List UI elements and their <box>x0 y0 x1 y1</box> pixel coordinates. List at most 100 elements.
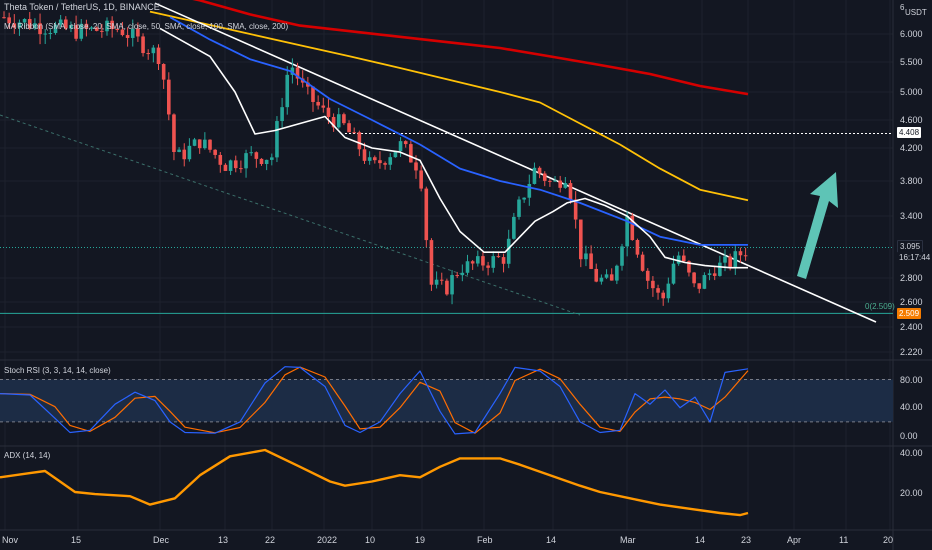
candle-body <box>233 160 238 169</box>
candle-body <box>290 67 295 75</box>
candle-body <box>321 105 326 108</box>
price-tick-label: 5.500 <box>900 57 923 67</box>
candle-body <box>682 255 686 262</box>
candle-body <box>259 158 264 165</box>
time-tick-label: 2022 <box>317 535 338 545</box>
candle-body <box>48 32 53 34</box>
stoch-band <box>0 379 893 422</box>
candle-body <box>352 132 356 134</box>
price-tick-label: 2.600 <box>900 297 923 307</box>
currency-label: USDT <box>905 8 927 17</box>
time-tick-label: 10 <box>365 535 376 545</box>
price-tick-label: 2.400 <box>900 322 923 332</box>
candle-body <box>383 163 387 165</box>
candle-body <box>496 256 501 258</box>
candle-body <box>177 149 181 153</box>
candle-body <box>476 256 480 264</box>
candle-body <box>33 23 37 29</box>
candle-body <box>712 273 717 276</box>
candle-body <box>439 279 444 281</box>
price-tick-label: 4.200 <box>900 143 923 153</box>
candle-body <box>666 283 671 299</box>
candle-body <box>156 47 161 65</box>
candle-body <box>579 219 583 260</box>
candle-body <box>187 145 192 160</box>
candle-body <box>27 18 32 29</box>
candle-body <box>336 114 341 128</box>
time-tick-label: 23 <box>741 535 752 545</box>
candle-body <box>311 86 315 102</box>
candle-body <box>151 47 156 54</box>
candle-body <box>110 20 114 30</box>
candle-body <box>12 23 17 28</box>
candle-body <box>275 121 279 158</box>
candle-body <box>208 139 212 150</box>
candlestick-series <box>2 11 748 306</box>
candle-body <box>403 141 408 145</box>
candle-body <box>53 24 58 33</box>
candle-body <box>470 261 475 264</box>
time-tick-label: 11 <box>839 535 849 545</box>
candle-body <box>558 180 562 188</box>
sma-200-line <box>192 0 749 96</box>
level-high-tag: 4.408 <box>897 127 922 138</box>
candle-body <box>620 246 624 266</box>
candle-body <box>347 123 351 133</box>
candle-body <box>460 272 465 276</box>
candle-body <box>676 255 681 264</box>
candle-body <box>697 283 702 289</box>
time-tick-label: 15 <box>71 535 82 545</box>
candle-body <box>563 183 568 188</box>
adx-title: ADX (14, 14) <box>4 451 51 460</box>
candle-body <box>532 167 537 184</box>
candle-body <box>723 256 727 263</box>
candle-body <box>22 18 27 23</box>
candle-body <box>17 22 22 28</box>
time-tick-label: 19 <box>415 535 426 545</box>
candle-body <box>192 139 197 146</box>
candle-body <box>465 261 470 273</box>
candle-body <box>707 273 712 276</box>
price-tick-label: 3.800 <box>900 176 923 186</box>
candle-body <box>182 149 187 160</box>
candle-body <box>615 265 619 281</box>
descending-resistance-line <box>154 2 877 323</box>
candle-body <box>228 160 233 171</box>
candle-body <box>342 114 346 124</box>
candle-body <box>609 274 614 281</box>
candle-body <box>481 256 485 266</box>
candle-body <box>661 292 665 299</box>
candle-body <box>213 149 217 155</box>
time-tick-label: Apr <box>787 535 802 545</box>
candle-body <box>203 139 207 149</box>
price-tick-label: 2.800 <box>900 273 923 283</box>
candle-body <box>316 101 320 106</box>
candle-body <box>285 74 290 108</box>
adx-tick-label: 20.00 <box>900 488 923 498</box>
candle-body <box>130 28 135 38</box>
candle-body <box>306 82 310 87</box>
adx-line <box>0 448 749 517</box>
candle-body <box>584 253 588 260</box>
time-tick-label: 14 <box>695 535 706 545</box>
price-tick-label: 3.400 <box>900 211 923 221</box>
adx-tick-label: 40.00 <box>900 448 923 458</box>
candle-body <box>419 170 423 189</box>
candle-body <box>512 216 516 239</box>
candle-body <box>120 29 125 36</box>
candle-body <box>671 263 676 284</box>
candle-body <box>434 279 439 285</box>
sma-50-line <box>169 16 748 246</box>
candle-body <box>728 256 732 267</box>
candle-body <box>2 17 6 19</box>
candle-body <box>651 280 655 289</box>
candle-body <box>218 154 223 165</box>
stoch-k-line <box>0 366 749 435</box>
sma-100-line <box>149 10 749 202</box>
candle-body <box>223 164 228 171</box>
candle-body <box>553 180 557 182</box>
candle-body <box>326 107 331 117</box>
candle-body <box>64 19 68 29</box>
stoch-rsi-title: Stoch RSI (3, 3, 14, 14, close) <box>4 366 111 375</box>
